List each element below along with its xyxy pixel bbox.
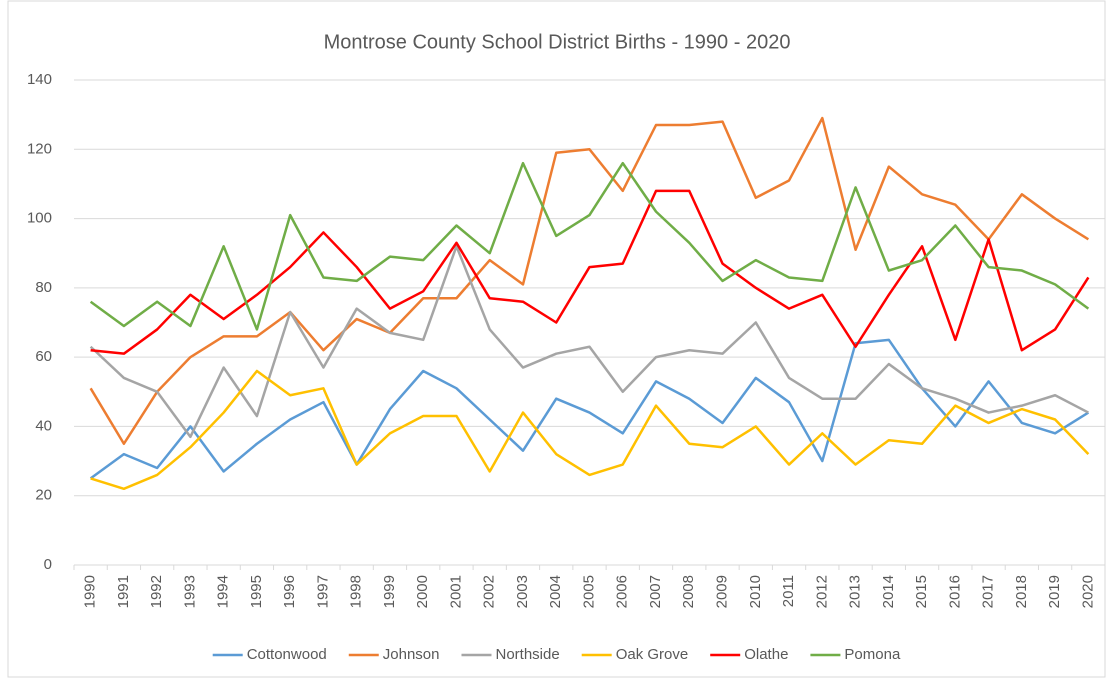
x-tick-label: 1998 <box>348 575 365 608</box>
series-line <box>90 369 1090 491</box>
legend-label: Pomona <box>844 646 901 663</box>
x-tick-label: 2011 <box>780 575 797 607</box>
x-tick-label: 1992 <box>148 575 165 608</box>
series-line <box>90 189 1090 355</box>
x-tick-label: 1996 <box>281 575 298 608</box>
legend-label: Olathe <box>744 646 788 663</box>
x-tick-label: 2005 <box>580 575 597 608</box>
y-tick-label: 100 <box>27 210 52 227</box>
series-line <box>89 161 1090 331</box>
legend-label: Cottonwood <box>247 646 327 663</box>
x-tick-label: 1999 <box>381 575 398 608</box>
x-tick-label: 2003 <box>514 575 531 608</box>
y-tick-label: 0 <box>44 556 52 573</box>
x-tick-label: 2009 <box>714 575 731 608</box>
x-tick-label: 2004 <box>547 575 564 608</box>
y-tick-label: 40 <box>35 417 52 434</box>
x-tick-label: 2018 <box>1013 575 1030 608</box>
series-line <box>89 116 1090 445</box>
x-tick-label: 1990 <box>82 575 99 608</box>
chart-border <box>7 0 1106 678</box>
x-tick-label: 2007 <box>647 575 664 608</box>
y-tick-label: 140 <box>27 71 52 88</box>
x-tick-label: 2015 <box>913 575 930 608</box>
x-tick-label: 1995 <box>248 575 265 608</box>
y-tick-label: 120 <box>27 140 52 157</box>
x-tick-label: 1994 <box>215 575 232 608</box>
x-tick-label: 1997 <box>314 575 331 608</box>
y-tick-label: 80 <box>35 279 52 296</box>
x-tick-label: 2020 <box>1079 575 1096 608</box>
x-tick-label: 2012 <box>813 575 830 608</box>
x-tick-label: 2006 <box>614 575 631 608</box>
x-tick-label: 2017 <box>980 575 997 608</box>
x-tick-label: 2014 <box>880 575 897 608</box>
legend-label: Oak Grove <box>616 646 689 663</box>
legend-label: Northside <box>495 646 559 663</box>
x-tick-label: 2016 <box>946 575 963 608</box>
x-tick-label: 2001 <box>447 575 464 608</box>
y-tick-label: 20 <box>35 487 52 504</box>
y-tick-label: 60 <box>35 348 52 365</box>
x-tick-label: 2002 <box>481 575 498 608</box>
x-tick-label: 1993 <box>181 575 198 608</box>
series-line <box>89 245 1089 439</box>
x-tick-label: 2000 <box>414 575 431 608</box>
x-tick-label: 1991 <box>115 575 132 608</box>
x-tick-label: 2013 <box>847 575 864 608</box>
x-tick-label: 2019 <box>1046 575 1063 608</box>
chart-title: Montrose County School District Births -… <box>324 31 791 53</box>
legend-label: Johnson <box>383 646 440 663</box>
x-tick-label: 2010 <box>747 575 764 608</box>
x-tick-label: 2008 <box>680 575 697 608</box>
